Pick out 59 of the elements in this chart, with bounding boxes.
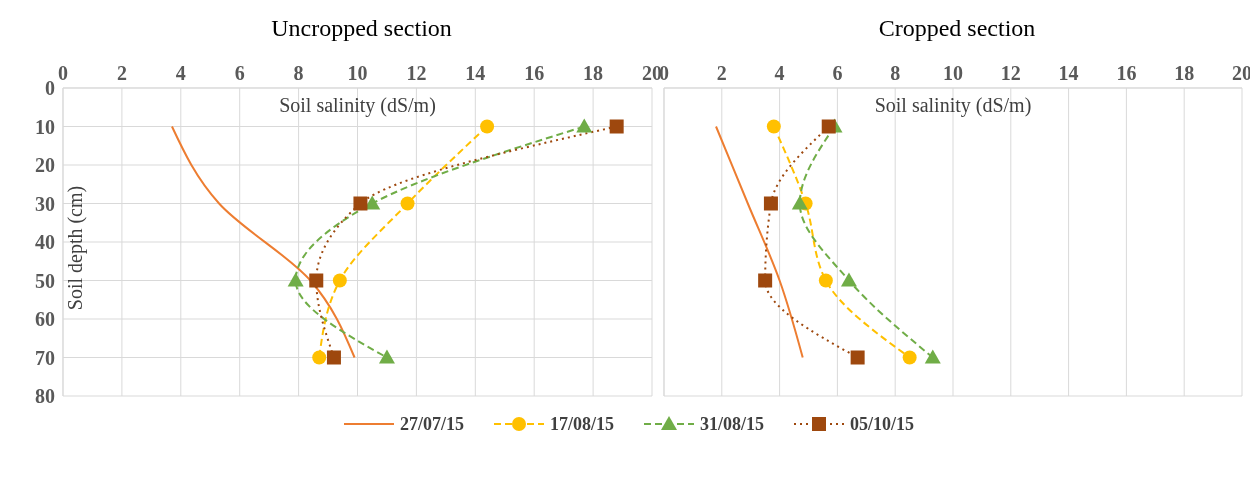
x-tick-label: 14 <box>465 62 486 84</box>
point <box>818 273 833 288</box>
point <box>758 273 773 288</box>
legend-label: 27/07/15 <box>398 413 464 435</box>
y-tick-label: 60 <box>35 308 55 331</box>
point <box>924 349 941 364</box>
point <box>378 349 395 364</box>
x-tick-label: 8 <box>293 62 304 84</box>
x-tick-label: 10 <box>943 62 963 84</box>
point <box>400 196 415 211</box>
point <box>309 273 324 288</box>
x-tick-label: 16 <box>1116 62 1137 84</box>
point <box>480 119 495 134</box>
point <box>821 119 836 134</box>
legend-label: 31/08/15 <box>699 413 765 435</box>
legend-label: 05/10/15 <box>849 413 915 435</box>
y-tick-label: 20 <box>35 154 55 177</box>
point <box>576 118 593 133</box>
point <box>312 350 327 365</box>
point <box>791 195 808 210</box>
x-tick-label: 16 <box>524 62 545 84</box>
point <box>850 350 865 365</box>
x-tick-label: 2 <box>116 62 127 84</box>
x-tick-label: 2 <box>716 62 727 84</box>
y-tick-label: 50 <box>35 269 55 292</box>
x-axis-title: Soil salinity (dS/m) <box>873 94 1033 117</box>
y-tick-label: 0 <box>45 77 55 100</box>
point <box>840 272 857 287</box>
x-tick-label: 8 <box>890 62 901 84</box>
x-axis-title: Soil salinity (dS/m) <box>278 94 437 117</box>
x-tick-label: 0 <box>659 62 669 84</box>
x-tick-label: 4 <box>774 62 785 84</box>
y-axis-title: Soil depth (cm) <box>63 185 87 311</box>
chart-title: Uncropped section <box>270 14 453 43</box>
x-tick-label: 6 <box>832 62 843 84</box>
line-series <box>170 125 356 359</box>
x-tick-label: 10 <box>347 62 368 84</box>
y-tick-label: 70 <box>35 346 55 369</box>
point <box>287 272 304 287</box>
y-tick-label: 80 <box>35 385 55 408</box>
point <box>902 350 917 365</box>
x-tick-label: 12 <box>1000 62 1021 84</box>
point <box>326 350 341 365</box>
point <box>609 119 624 134</box>
x-tick-label: 12 <box>406 62 427 84</box>
y-tick-label: 10 <box>35 115 55 138</box>
point <box>332 273 347 288</box>
y-tick-label: 40 <box>35 231 55 254</box>
legend-label: 17/08/15 <box>549 413 614 435</box>
chart-title: Cropped section <box>877 14 1037 43</box>
x-tick-label: 6 <box>234 62 245 84</box>
x-tick-label: 18 <box>583 62 604 84</box>
point <box>763 196 778 211</box>
x-tick-label: 18 <box>1174 62 1195 84</box>
x-tick-label: 14 <box>1058 62 1079 84</box>
y-tick-label: 30 <box>35 192 55 215</box>
x-tick-label: 4 <box>175 62 186 84</box>
point <box>353 196 368 211</box>
point <box>766 119 781 134</box>
